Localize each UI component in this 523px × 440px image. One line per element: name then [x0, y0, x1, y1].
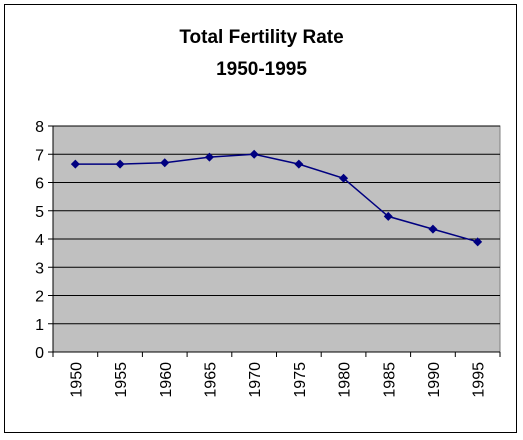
x-tick-label: 1995 — [471, 362, 488, 398]
y-tick-label: 2 — [35, 289, 44, 306]
x-tick-label: 1975 — [292, 362, 309, 398]
chart-title: Total Fertility Rate — [179, 27, 344, 48]
data-point — [428, 224, 438, 234]
y-tick-label: 5 — [35, 204, 44, 221]
x-tick-label: 1955 — [113, 362, 130, 398]
data-point — [160, 158, 170, 168]
data-point — [204, 152, 214, 162]
x-tick-label: 1990 — [426, 362, 443, 398]
y-tick-label: 6 — [35, 176, 44, 193]
data-point — [249, 149, 259, 159]
y-tick-label: 7 — [35, 147, 44, 164]
data-point — [383, 211, 393, 221]
x-tick-label: 1970 — [247, 362, 264, 398]
y-tick-label: 4 — [35, 232, 44, 249]
data-point — [115, 159, 125, 169]
series-line — [75, 153, 478, 243]
y-tick-label: 8 — [35, 119, 44, 136]
data-point — [339, 173, 349, 183]
chart-subtitle: 1950-1995 — [216, 59, 307, 80]
y-tick-label: 3 — [35, 260, 44, 277]
x-tick-label: 1960 — [158, 362, 175, 398]
x-tick-label: 1965 — [202, 362, 219, 398]
data-point — [70, 159, 80, 169]
data-point — [294, 159, 304, 169]
data-point — [473, 237, 483, 247]
x-tick-label: 1985 — [381, 362, 398, 398]
x-tick-label: 1980 — [337, 362, 354, 398]
y-tick-label: 1 — [35, 317, 44, 334]
y-tick-label: 0 — [35, 345, 44, 362]
x-tick-label: 1950 — [68, 362, 85, 398]
